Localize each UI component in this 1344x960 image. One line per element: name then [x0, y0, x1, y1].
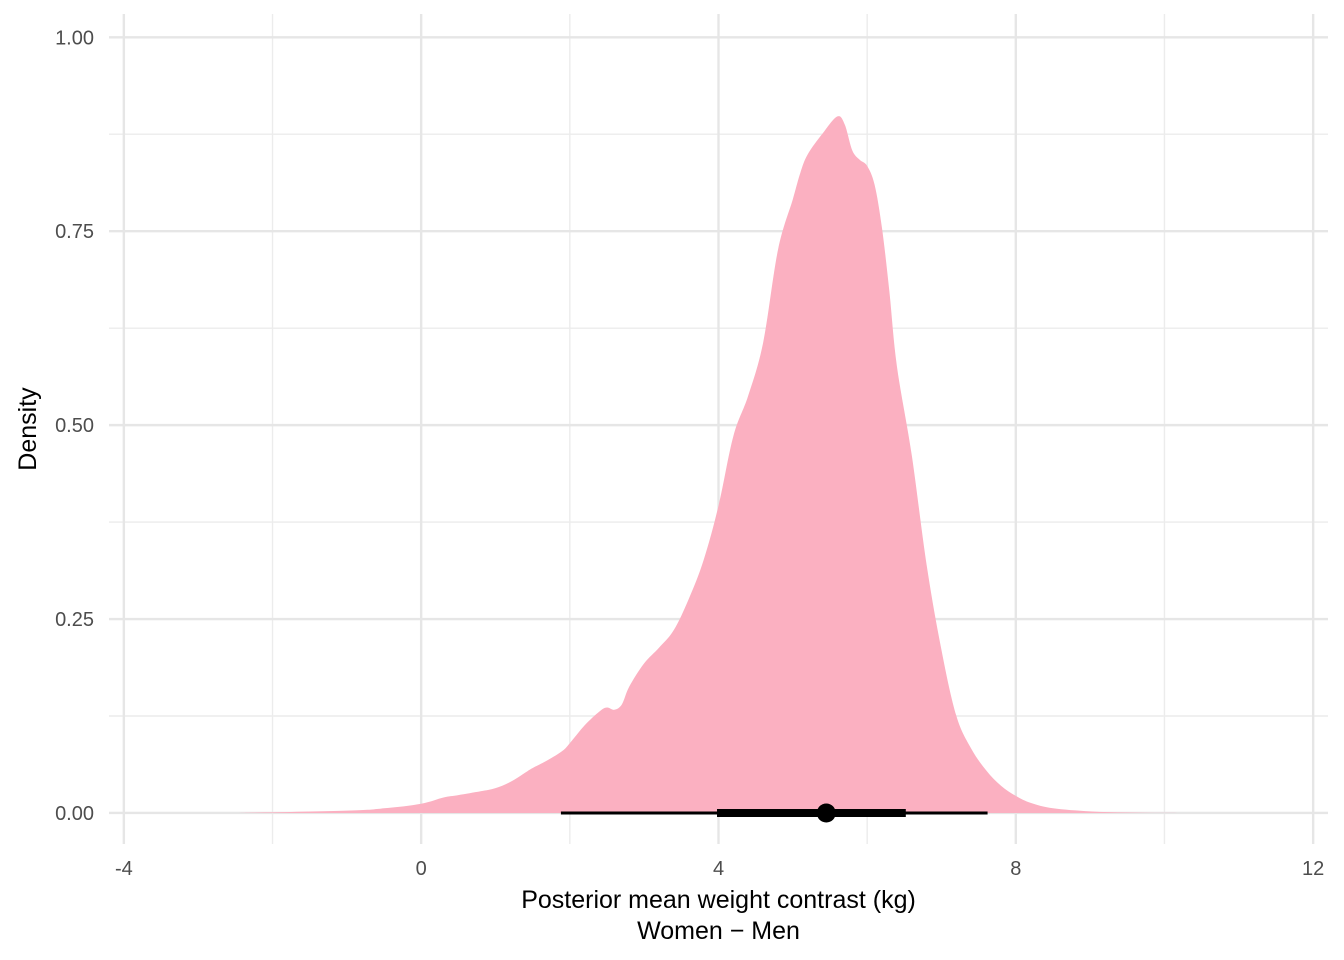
x-axis-title: Posterior mean weight contrast (kg) — [521, 886, 916, 914]
x-tick-label: 4 — [713, 858, 724, 880]
x-axis-tick-labels: -4 0 4 8 12 — [115, 858, 1324, 880]
y-tick-label: 0.75 — [55, 221, 94, 243]
y-axis-tick-labels: 0.00 0.25 0.50 0.75 1.00 — [55, 27, 94, 825]
y-tick-label: 0.50 — [55, 415, 94, 437]
x-tick-label: 12 — [1302, 858, 1324, 880]
y-axis-title: Density — [14, 387, 42, 471]
x-tick-label: 0 — [416, 858, 427, 880]
y-tick-label: 0.00 — [55, 803, 94, 825]
y-tick-label: 1.00 — [55, 27, 94, 49]
x-axis-subtitle: Women − Men — [637, 917, 800, 945]
x-tick-label: 8 — [1010, 858, 1021, 880]
y-tick-label: 0.25 — [55, 609, 94, 631]
x-tick-label: -4 — [115, 858, 133, 880]
interval-summary — [560, 803, 988, 823]
density-area — [235, 116, 1202, 813]
point-estimate — [816, 803, 836, 823]
